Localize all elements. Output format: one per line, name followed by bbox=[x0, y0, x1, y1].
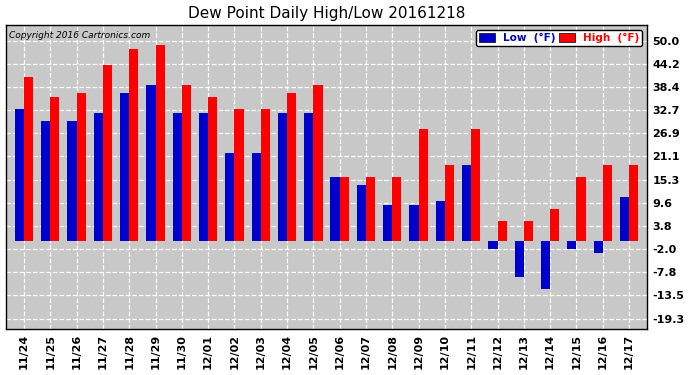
Bar bbox=[252, 153, 261, 241]
Bar bbox=[287, 93, 296, 241]
Bar bbox=[129, 49, 139, 241]
Bar bbox=[576, 177, 586, 241]
Bar bbox=[409, 205, 419, 241]
Text: Copyright 2016 Cartronics.com: Copyright 2016 Cartronics.com bbox=[9, 31, 150, 40]
Bar bbox=[77, 93, 86, 241]
Bar bbox=[445, 165, 454, 241]
Bar bbox=[620, 197, 629, 241]
Bar bbox=[146, 85, 155, 241]
Bar bbox=[497, 221, 506, 241]
Bar bbox=[550, 209, 560, 241]
Bar bbox=[462, 165, 471, 241]
Bar bbox=[603, 165, 612, 241]
Bar bbox=[489, 241, 497, 249]
Bar bbox=[182, 85, 191, 241]
Legend: Low  (°F), High  (°F): Low (°F), High (°F) bbox=[476, 30, 642, 46]
Bar bbox=[339, 177, 349, 241]
Bar bbox=[541, 241, 550, 289]
Bar bbox=[172, 113, 182, 241]
Bar bbox=[419, 129, 428, 241]
Bar bbox=[435, 201, 445, 241]
Bar bbox=[567, 241, 576, 249]
Bar bbox=[120, 93, 129, 241]
Bar bbox=[199, 113, 208, 241]
Title: Dew Point Daily High/Low 20161218: Dew Point Daily High/Low 20161218 bbox=[188, 6, 465, 21]
Bar bbox=[41, 121, 50, 241]
Bar bbox=[261, 109, 270, 241]
Bar bbox=[304, 113, 313, 241]
Bar bbox=[155, 45, 165, 241]
Bar bbox=[68, 121, 77, 241]
Bar bbox=[225, 153, 235, 241]
Bar bbox=[103, 64, 112, 241]
Bar bbox=[14, 109, 24, 241]
Bar bbox=[515, 241, 524, 277]
Bar bbox=[208, 97, 217, 241]
Bar bbox=[331, 177, 339, 241]
Bar bbox=[235, 109, 244, 241]
Bar bbox=[593, 241, 603, 253]
Bar bbox=[471, 129, 480, 241]
Bar bbox=[357, 185, 366, 241]
Bar bbox=[313, 85, 322, 241]
Bar bbox=[278, 113, 287, 241]
Bar bbox=[24, 76, 33, 241]
Bar bbox=[50, 97, 59, 241]
Bar bbox=[383, 205, 393, 241]
Bar bbox=[94, 113, 103, 241]
Bar bbox=[524, 221, 533, 241]
Bar bbox=[393, 177, 402, 241]
Bar bbox=[366, 177, 375, 241]
Bar bbox=[629, 165, 638, 241]
